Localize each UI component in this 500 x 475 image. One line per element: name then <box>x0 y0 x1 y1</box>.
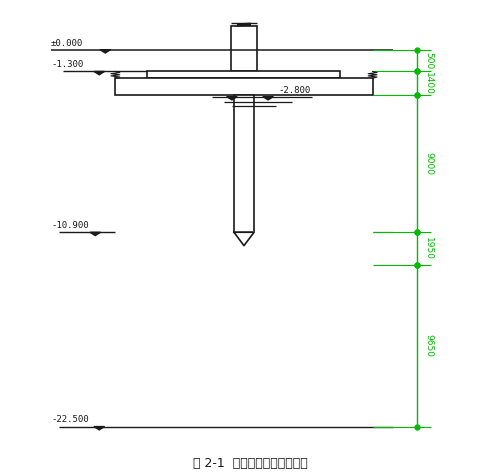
Polygon shape <box>234 232 254 246</box>
Bar <box>234 95 254 232</box>
Text: 9650: 9650 <box>424 334 433 357</box>
Polygon shape <box>263 96 274 100</box>
Polygon shape <box>100 50 110 53</box>
Text: -22.500: -22.500 <box>51 415 88 424</box>
Text: 1400: 1400 <box>424 72 433 95</box>
Text: -10.900: -10.900 <box>51 221 88 230</box>
Polygon shape <box>226 96 237 100</box>
Text: ±0.000: ±0.000 <box>51 38 84 48</box>
Text: 1950: 1950 <box>424 237 433 260</box>
Polygon shape <box>94 427 104 430</box>
Text: 500: 500 <box>424 52 433 69</box>
Text: -1.300: -1.300 <box>51 60 84 69</box>
Text: -2.800: -2.800 <box>278 86 310 95</box>
Bar <box>148 71 340 78</box>
Text: 图 2-1  单桩及承台尺寸示意图: 图 2-1 单桩及承台尺寸示意图 <box>192 456 308 470</box>
Polygon shape <box>90 232 101 236</box>
Text: 9000: 9000 <box>424 152 433 175</box>
Polygon shape <box>94 71 104 75</box>
Bar <box>116 78 372 95</box>
Bar <box>231 26 257 71</box>
